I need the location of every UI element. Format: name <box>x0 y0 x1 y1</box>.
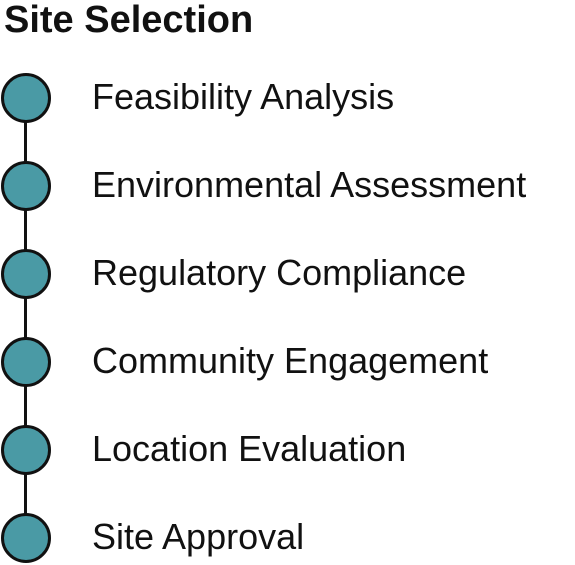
step-node-6 <box>1 513 51 563</box>
step-node-3 <box>1 249 51 299</box>
step-label-3: Regulatory Compliance <box>92 251 466 295</box>
step-label-4: Community Engagement <box>92 339 488 383</box>
step-node-5 <box>1 425 51 475</box>
step-label-1: Feasibility Analysis <box>92 75 394 119</box>
step-label-6: Site Approval <box>92 515 304 559</box>
step-label-5: Location Evaluation <box>92 427 406 471</box>
step-node-2 <box>1 161 51 211</box>
step-label-2: Environmental Assessment <box>92 163 526 207</box>
step-node-1 <box>1 73 51 123</box>
step-node-4 <box>1 337 51 387</box>
